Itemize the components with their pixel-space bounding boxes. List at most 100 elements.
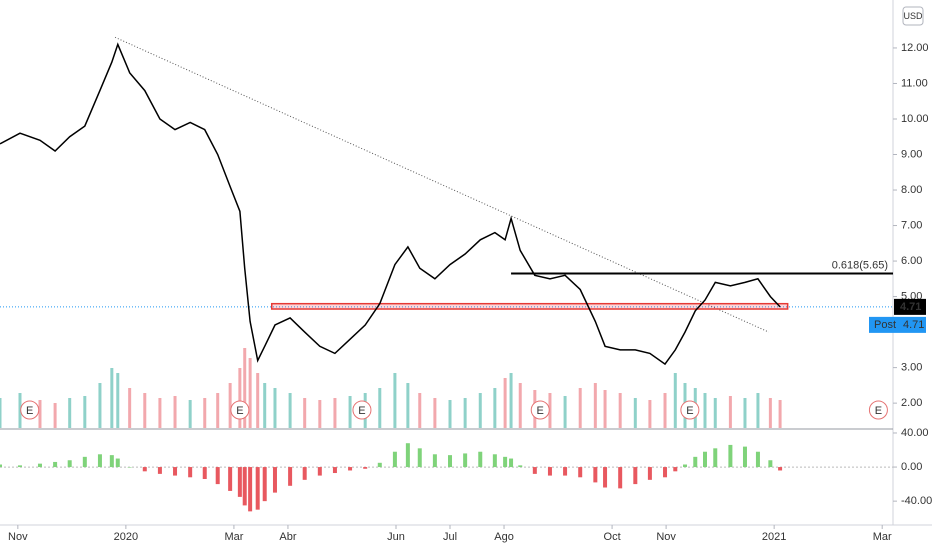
event-label: E (236, 405, 243, 417)
x-tick-label: Mar (224, 531, 243, 543)
post-label: Post (874, 319, 896, 331)
oscillator-bar (317, 467, 322, 476)
oscillator-bar (593, 467, 598, 483)
y-tick-label: 12.00 (901, 42, 929, 54)
oscillator-bar (503, 456, 508, 468)
volume-bar (378, 388, 382, 428)
currency-box[interactable] (902, 6, 924, 26)
volume-bar (0, 398, 2, 428)
volume-bar (728, 396, 732, 428)
post-tag (869, 316, 926, 333)
event-marker[interactable] (352, 400, 372, 420)
y-tick-label: 3.00 (901, 362, 922, 374)
oscillator-bar (248, 467, 253, 512)
volume-bar (713, 398, 717, 428)
volume-bar (188, 400, 192, 428)
volume-bar (173, 396, 177, 428)
event-marker[interactable] (230, 400, 250, 420)
x-tick-label: Abr (279, 531, 296, 543)
volume-bar (110, 368, 114, 428)
event-marker[interactable] (530, 400, 550, 420)
oscillator-bar (778, 467, 783, 471)
volume-bar (509, 373, 513, 428)
fib-label: 0.618(5.65) (832, 259, 888, 271)
x-tick-label: Jul (443, 531, 457, 543)
oscillator-bar (228, 467, 233, 491)
oscillator-bar (363, 467, 368, 469)
event-marker[interactable] (868, 400, 888, 420)
volume-bar (478, 393, 482, 428)
volume-bar (703, 393, 707, 428)
volume-bar (448, 400, 452, 428)
volume-bar (248, 358, 252, 428)
oscillator-bar (202, 467, 207, 479)
x-tick-label: 2021 (762, 531, 786, 543)
volume-bar (406, 383, 410, 428)
volume-bar (603, 390, 607, 428)
event-marker[interactable] (680, 400, 700, 420)
oscillator-bar (518, 465, 523, 468)
oscillator-bar (633, 467, 638, 485)
oscillator-bar (302, 467, 307, 480)
oscillator-bar (417, 448, 422, 468)
last-price-tag (894, 298, 926, 315)
oscillator-bar (288, 467, 293, 486)
volume-bar (158, 398, 162, 428)
volume-bar (518, 383, 522, 428)
volume-bar (493, 388, 497, 428)
oscillator-bar (215, 467, 220, 485)
oscillator-bar (348, 467, 353, 471)
oscillator-bar (272, 467, 277, 493)
volume-bar (648, 400, 652, 428)
oscillator-bar (188, 467, 193, 478)
price-line (0, 42, 781, 366)
oscillator-bar (683, 464, 688, 468)
oscillator-bar (509, 458, 514, 468)
volume-bar (578, 388, 582, 428)
currency: USD (903, 11, 923, 21)
oscillator-bar (332, 467, 337, 474)
oscillator-bar (563, 467, 568, 476)
oscillator-bar (242, 467, 247, 506)
volume-bar (228, 383, 232, 428)
support-zone (270, 302, 789, 310)
y-tick-label: 9.00 (901, 148, 922, 160)
volume-bar (333, 398, 337, 428)
oscillator-bar (255, 467, 260, 510)
event-label: E (26, 405, 33, 417)
oscillator-bar (755, 451, 760, 468)
oscillator-bar (109, 455, 114, 468)
volume-bar (463, 398, 467, 428)
oscillator-bar (673, 467, 678, 472)
oscillator-bar (703, 451, 707, 468)
oscillator-bar (53, 461, 58, 468)
volume-bar (116, 373, 120, 428)
volume-bar (503, 378, 507, 428)
event-marker[interactable] (20, 400, 40, 420)
trend-line (114, 36, 769, 333)
oscillator-bar (618, 467, 623, 489)
oscillator-bar (693, 456, 698, 468)
volume-bar (563, 396, 567, 428)
x-tick-label: Ago (494, 531, 514, 543)
volume-bar (303, 398, 307, 428)
x-tick-label: Oct (604, 531, 621, 543)
y2-tick-label: 0.00 (901, 461, 922, 473)
oscillator-bar (768, 460, 773, 468)
oscillator-bar (37, 463, 42, 468)
oscillator-bar (603, 467, 608, 488)
oscillator-bar (432, 454, 437, 468)
oscillator-bar (17, 465, 22, 468)
volume-bar (18, 393, 22, 428)
oscillator-bar (713, 448, 718, 468)
oscillator-bar (728, 444, 733, 468)
x-tick-label: Mar (873, 531, 892, 543)
oscillator-bar (173, 467, 178, 476)
oscillator-bar (237, 467, 242, 497)
oscillator-bar (67, 460, 72, 468)
volume-bar (756, 393, 760, 428)
oscillator-bar (578, 467, 583, 478)
y-tick-label: 11.00 (901, 77, 928, 89)
event-label: E (358, 405, 365, 417)
